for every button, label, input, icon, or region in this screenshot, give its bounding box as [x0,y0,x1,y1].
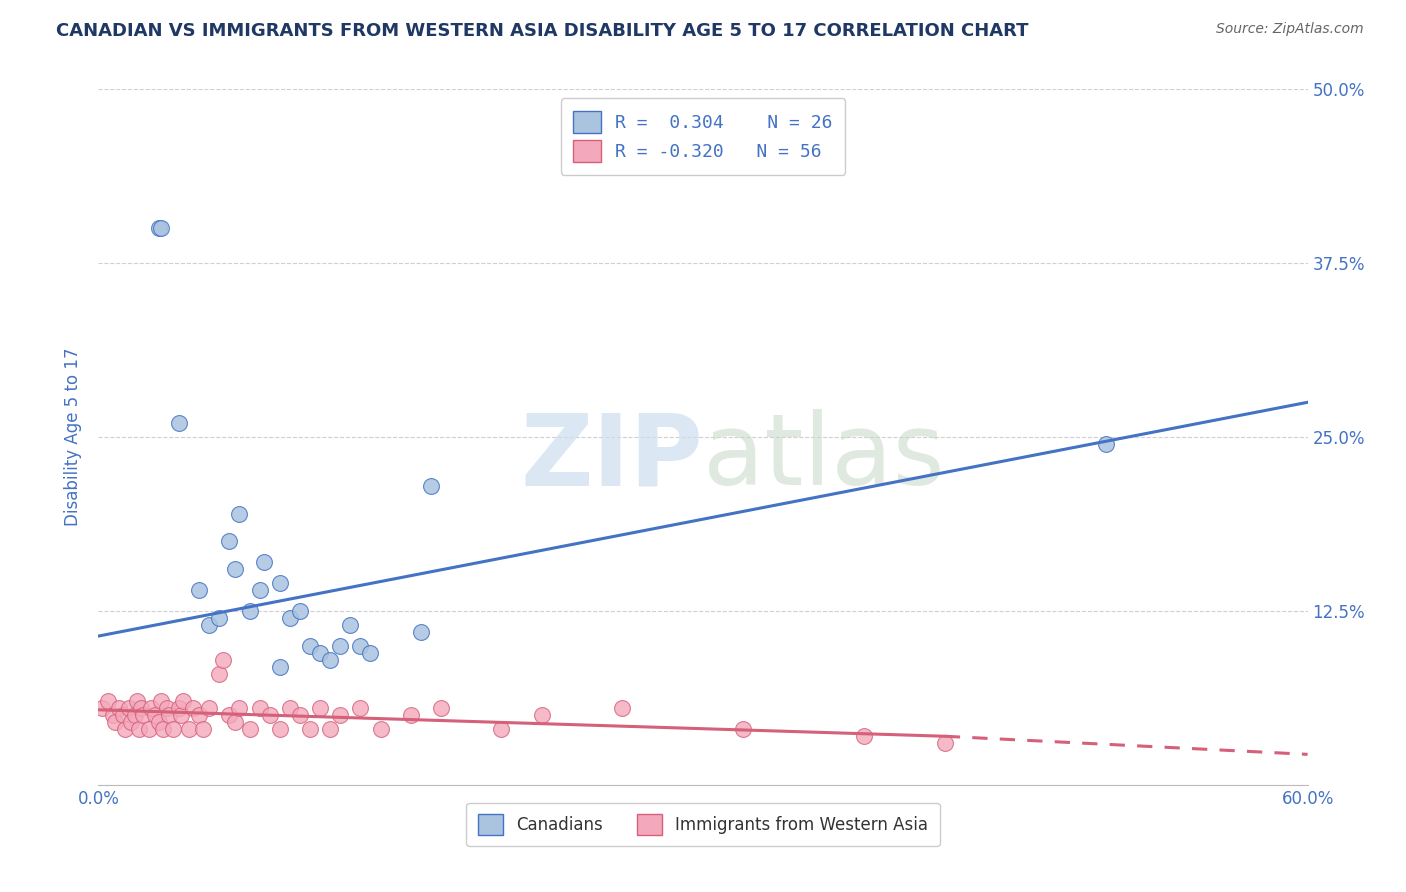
Point [349,701,371,715]
Point [319,723,342,737]
Text: atlas: atlas [703,409,945,507]
Point [239,604,262,618]
Point [152,723,174,737]
Point [128,723,150,737]
Legend: Canadians, Immigrants from Western Asia: Canadians, Immigrants from Western Asia [467,803,939,847]
Point [612,701,634,715]
Point [111,708,134,723]
Point [409,624,432,639]
Point [329,708,352,723]
Point [208,666,231,681]
Point [853,729,876,743]
Point [259,708,281,723]
Point [162,723,184,737]
Point [114,723,136,737]
Text: Source: ZipAtlas.com: Source: ZipAtlas.com [1216,22,1364,37]
Point [198,618,221,632]
Point [129,701,152,715]
Point [228,701,250,715]
Point [224,562,246,576]
Point [167,416,190,430]
Point [329,639,352,653]
Point [118,701,141,715]
Point [269,576,291,591]
Point [934,736,956,750]
Point [288,604,311,618]
Point [249,583,271,598]
Point [124,708,146,723]
Point [269,659,291,673]
Point [249,701,271,715]
Point [156,701,179,715]
Point [288,708,311,723]
Point [309,701,332,715]
Point [103,715,125,730]
Point [224,715,246,730]
Point [143,708,166,723]
Point [179,723,201,737]
Point [149,221,172,235]
Point [139,701,162,715]
Point [420,479,443,493]
Point [170,708,193,723]
Point [239,723,262,737]
Point [1095,437,1118,451]
Point [218,534,240,549]
Point [430,701,453,715]
Point [91,701,114,715]
Point [360,646,382,660]
Point [212,653,235,667]
Point [120,715,142,730]
Text: ZIP: ZIP [520,409,703,507]
Point [530,708,553,723]
Point [228,507,250,521]
Point [309,646,332,660]
Point [278,611,301,625]
Point [399,708,422,723]
Point [172,694,194,708]
Point [319,653,342,667]
Point [299,639,322,653]
Point [149,694,172,708]
Point [198,701,221,715]
Point [148,221,170,235]
Text: CANADIAN VS IMMIGRANTS FROM WESTERN ASIA DISABILITY AGE 5 TO 17 CORRELATION CHAR: CANADIAN VS IMMIGRANTS FROM WESTERN ASIA… [56,22,1029,40]
Point [188,708,211,723]
Y-axis label: Disability Age 5 to 17: Disability Age 5 to 17 [65,348,83,526]
Point [167,701,190,715]
Point [491,723,513,737]
Point [101,708,124,723]
Point [370,723,392,737]
Point [97,694,120,708]
Point [188,583,211,598]
Point [269,723,291,737]
Point [253,555,276,569]
Point [278,701,301,715]
Point [107,701,129,715]
Point [132,708,155,723]
Point [339,618,361,632]
Point [157,708,180,723]
Point [125,694,148,708]
Point [148,715,170,730]
Point [193,723,215,737]
Point [733,723,755,737]
Point [349,639,371,653]
Point [138,723,160,737]
Point [299,723,322,737]
Point [218,708,240,723]
Point [208,611,231,625]
Point [181,701,204,715]
